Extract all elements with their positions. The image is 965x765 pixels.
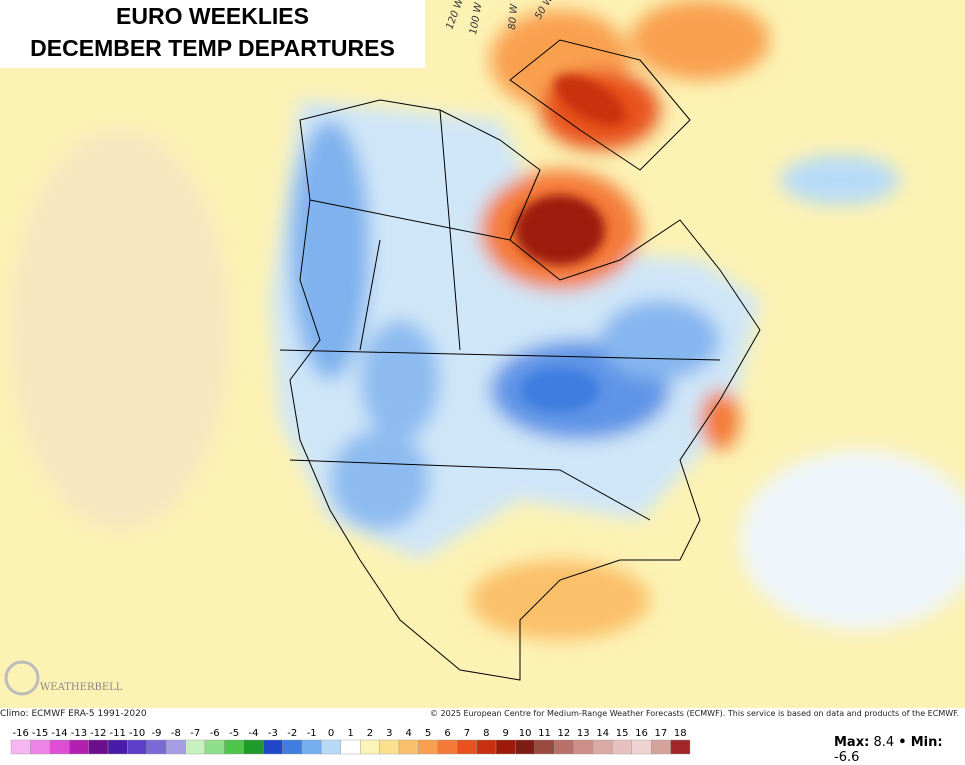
legend-tick-label: 14 [596, 728, 609, 739]
legend-tick-label: 5 [425, 728, 431, 739]
legend-tick-label: -3 [268, 728, 278, 739]
color-swatch [243, 739, 264, 755]
legend-tick-label: 8 [483, 728, 489, 739]
color-swatch [282, 739, 303, 755]
map: 120 W 100 W 80 W 50 W WEATHERBELL [0, 0, 965, 708]
color-swatch [592, 739, 613, 755]
legend-tick-label: 13 [577, 728, 590, 739]
title: DECEMBER TEMP DEPARTURES [30, 35, 395, 61]
legend-tick-label: -14 [51, 728, 67, 739]
color-swatch [204, 739, 225, 755]
copyright: © 2025 European Centre for Medium-Range … [430, 709, 959, 718]
legend-tick-label: 7 [464, 728, 470, 739]
color-swatch [107, 739, 128, 755]
legend-tick-label: 12 [558, 728, 571, 739]
color-swatch [88, 739, 109, 755]
color-swatch [49, 739, 70, 755]
legend-tick-label: -5 [229, 728, 239, 739]
color-swatch [670, 739, 691, 755]
legend-tick-label: 9 [503, 728, 509, 739]
min-label: Min: [910, 735, 943, 750]
color-swatch [418, 739, 438, 755]
legend-tick-label: 2 [367, 728, 373, 739]
legend-tick-label: 15 [616, 728, 629, 739]
logo: WEATHERBELL [40, 682, 123, 693]
color-swatch [146, 739, 167, 755]
color-swatch [165, 739, 186, 755]
legend-tick-label: -11 [110, 728, 126, 739]
legend-tick-label: -13 [71, 728, 87, 739]
color-swatch [651, 739, 671, 755]
legend-tick-label: 10 [519, 728, 532, 739]
max-label: Max: [834, 735, 870, 750]
min: -6.6 [834, 750, 860, 765]
color-swatch [398, 739, 419, 755]
color-swatch [321, 739, 341, 755]
legend-tick-label: -12 [90, 728, 106, 739]
color-swatch [68, 739, 89, 755]
legend-tick-label: 16 [635, 728, 648, 739]
climo-note: Climo: ECMWF ERA-5 1991-2020 [0, 709, 147, 719]
legend-tick-label: 4 [406, 728, 412, 739]
color-swatch [573, 739, 594, 755]
color-swatch [360, 739, 380, 755]
legend-tick-label: -4 [249, 728, 259, 739]
color-swatch [457, 739, 477, 755]
color-swatch [379, 739, 400, 755]
legend-tick-label: -1 [307, 728, 317, 739]
legend-tick-label: 6 [444, 728, 450, 739]
legend-tick-label: 1 [347, 728, 353, 739]
legend-tick-label: 17 [655, 728, 668, 739]
legend-tick-label: -9 [152, 728, 162, 739]
separator: • [898, 735, 907, 750]
color-swatch [10, 739, 31, 755]
legend-tick-label: 0 [328, 728, 334, 739]
legend-tick-label: -10 [129, 728, 145, 739]
legend-tick-label: -2 [287, 728, 297, 739]
color-swatch [30, 739, 50, 755]
legend-tick-label: 18 [674, 728, 687, 739]
color-swatch [612, 739, 633, 755]
color-swatch [127, 739, 148, 755]
title: EURO WEEKLIES [116, 3, 309, 29]
color-swatch [340, 739, 361, 755]
legend-tick-label: -6 [210, 728, 220, 739]
legend-tick-label: -15 [32, 728, 48, 739]
color-swatch [515, 739, 536, 755]
color-swatch [495, 739, 516, 755]
logo-icon [4, 660, 40, 696]
color-swatch [185, 739, 206, 755]
color-swatch [631, 739, 652, 755]
legend-tick-label: -7 [190, 728, 200, 739]
color-swatch [554, 739, 574, 755]
title-box: EURO WEEKLIES DECEMBER TEMP DEPARTURES [0, 0, 425, 68]
color-swatch [301, 739, 322, 755]
legend-tick-label: -8 [171, 728, 181, 739]
color-swatch [437, 739, 458, 755]
max-min: Max: 8.4 • Min: -6.6 [834, 735, 965, 765]
colorbar: -16 -15 -14 -13 -12 -11 -10 -9 -8 -7 -6 -5 -4 -3 -2 -1 0… [10, 728, 691, 755]
max: 8.4 [873, 735, 895, 750]
color-swatch [534, 739, 555, 755]
color-swatch [476, 739, 497, 755]
legend-tick-label: -16 [13, 728, 29, 739]
legend-tick-label: 3 [386, 728, 392, 739]
color-swatch [224, 739, 244, 755]
color-swatch [263, 739, 283, 755]
legend-tick-label: 11 [538, 728, 551, 739]
map-label: 80 W [507, 3, 520, 31]
